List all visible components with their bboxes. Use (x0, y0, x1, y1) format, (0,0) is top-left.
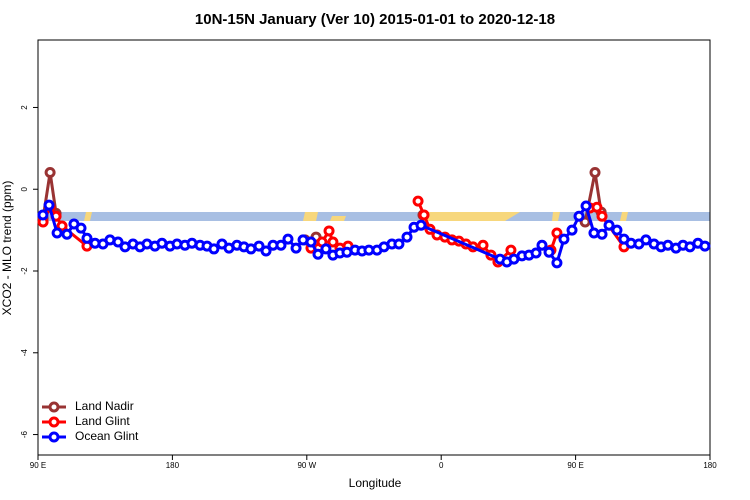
series (37, 199, 711, 269)
data-point (591, 201, 603, 213)
y-axis-label: XCO2 - MLO trend (ppm) (0, 181, 14, 316)
series (37, 166, 607, 246)
x-tick-label: 90 E (30, 461, 46, 470)
data-point (260, 245, 272, 257)
data-point (56, 220, 68, 232)
data-point (611, 224, 623, 236)
legend-marker (48, 431, 60, 443)
data-point (415, 219, 427, 231)
data-point (275, 239, 287, 251)
legend-label: Land Nadir (75, 399, 134, 413)
y-tick-label: -6 (20, 430, 29, 438)
data-point (699, 240, 711, 252)
data-point (393, 238, 405, 250)
x-tick-label: 0 (439, 461, 444, 470)
x-axis-label: Longitude (349, 476, 402, 490)
data-point (536, 239, 548, 251)
data-point (253, 240, 265, 252)
land-strip (84, 212, 628, 221)
data-point (43, 199, 55, 211)
y-tick-label: -4 (20, 349, 29, 357)
x-tick-label: 180 (703, 461, 717, 470)
data-point (290, 242, 302, 254)
data-point (573, 210, 585, 222)
data-point (530, 247, 542, 259)
data-point (603, 219, 615, 231)
chart-title: 10N-15N January (Ver 10) 2015-01-01 to 2… (195, 11, 555, 28)
x-tick-label: 90 W (297, 461, 316, 470)
legend-marker (48, 416, 60, 428)
legend-label: Land Glint (75, 414, 130, 428)
data-point (282, 233, 294, 245)
data-point (551, 257, 563, 269)
data-point (44, 166, 56, 178)
data-point (312, 248, 324, 260)
data-point (305, 236, 317, 248)
legend-marker (48, 401, 60, 413)
y-tick-label: 0 (20, 186, 29, 191)
data-point (320, 243, 332, 255)
data-point (81, 232, 93, 244)
data-point (596, 228, 608, 240)
data-point (505, 244, 517, 256)
y-tick-label: -2 (20, 267, 29, 275)
data-point (640, 234, 652, 246)
data-point (566, 224, 578, 236)
data-point (112, 236, 124, 248)
data-point (418, 209, 430, 221)
data-point (323, 225, 335, 237)
data-point (580, 200, 592, 212)
data-point (477, 239, 489, 251)
data-point (208, 243, 220, 255)
data-point (61, 228, 73, 240)
series-line (41, 172, 603, 242)
land-ocean-strip (38, 212, 710, 221)
ocean-strip (38, 212, 710, 221)
data-point (596, 210, 608, 222)
data-point (75, 222, 87, 234)
data-point (551, 227, 563, 239)
legend-label: Ocean Glint (75, 429, 139, 443)
data-point (412, 195, 424, 207)
x-tick-label: 90 E (567, 461, 583, 470)
y-tick-label: 2 (20, 105, 29, 110)
data-point (589, 166, 601, 178)
data-point (543, 246, 555, 258)
data-point (558, 233, 570, 245)
data-point (579, 216, 591, 228)
data-point (51, 227, 63, 239)
data-point (327, 236, 339, 248)
data-point (37, 209, 49, 221)
data-point (401, 231, 413, 243)
x-tick-label: 180 (166, 461, 180, 470)
